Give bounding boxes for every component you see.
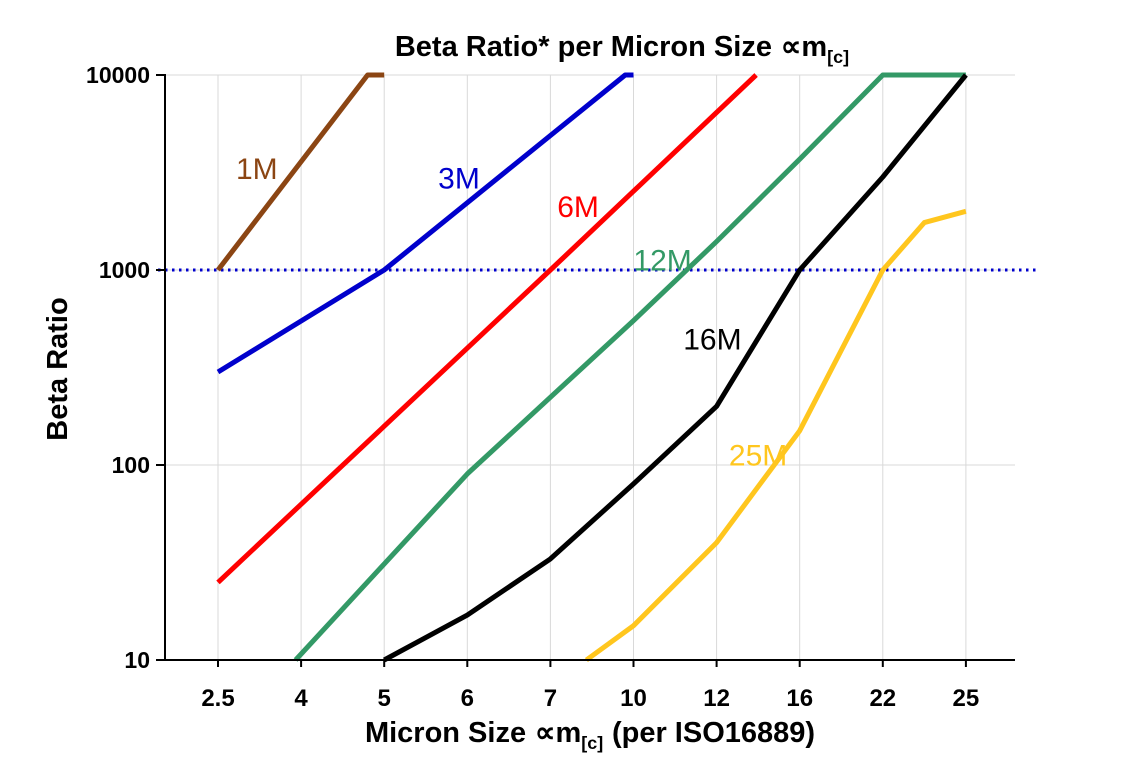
series-line-12M: [293, 72, 966, 662]
y-tick-label-1000: 1000: [99, 257, 150, 283]
series-label-12M: 12M: [633, 244, 691, 277]
series-line-3M: [216, 72, 634, 375]
x-tick-label-7: 7: [544, 685, 557, 712]
x-tick-label-12: 12: [703, 685, 730, 712]
x-axis-title-unit-sub: [c]: [581, 732, 604, 753]
axes: [156, 74, 1015, 667]
series-line-6M: [216, 73, 758, 585]
series-line-16M: [383, 73, 968, 663]
chart-title: Beta Ratio* per Micron Size ∝m[c]: [197, 31, 1047, 68]
x-tick-label-22: 22: [869, 685, 896, 712]
series-line-1M: [216, 72, 385, 272]
series-labels: 1M 3M 6M 12M 16M 25M: [236, 153, 787, 473]
x-tick-label-2.5: 2.5: [201, 685, 234, 712]
y-tick-label-100: 100: [112, 452, 150, 478]
x-tick-label-5: 5: [378, 685, 391, 712]
x-tick-label-10: 10: [620, 685, 647, 712]
x-axis-title-unit: ∝m: [534, 717, 582, 749]
series-label-3M: 3M: [438, 162, 480, 195]
x-tick-label-4: 4: [294, 685, 308, 712]
x-axis-title: Micron Size ∝m[c] (per ISO16889): [165, 717, 1015, 754]
y-tick-label-10: 10: [124, 647, 150, 673]
tick-labels: 10 100 1000 10000 2.5 4 5 6 7 10 12 16 22 25: [86, 62, 979, 712]
x-axis-title-prefix: Micron Size: [364, 717, 527, 749]
chart-title-unit: ∝m: [780, 31, 828, 63]
series-label-25M: 25M: [729, 439, 787, 472]
x-axis-title-suffix: (per ISO16889): [611, 717, 816, 749]
series-line-25M: [584, 208, 967, 663]
x-tick-label-6: 6: [461, 685, 474, 712]
chart-title-unit-sub: [c]: [827, 46, 850, 67]
series-lines: [216, 72, 968, 663]
chart-title-text: Beta Ratio* per Micron Size: [394, 31, 772, 63]
series-label-6M: 6M: [557, 191, 599, 224]
x-tick-label-16: 16: [786, 685, 813, 712]
y-axis-title: Beta Ratio: [42, 297, 74, 441]
series-label-16M: 16M: [683, 324, 741, 357]
series-label-1M: 1M: [236, 153, 278, 186]
x-tick-label-25: 25: [953, 685, 980, 712]
y-tick-label-10000: 10000: [86, 62, 150, 88]
gridlines: [165, 74, 1015, 661]
